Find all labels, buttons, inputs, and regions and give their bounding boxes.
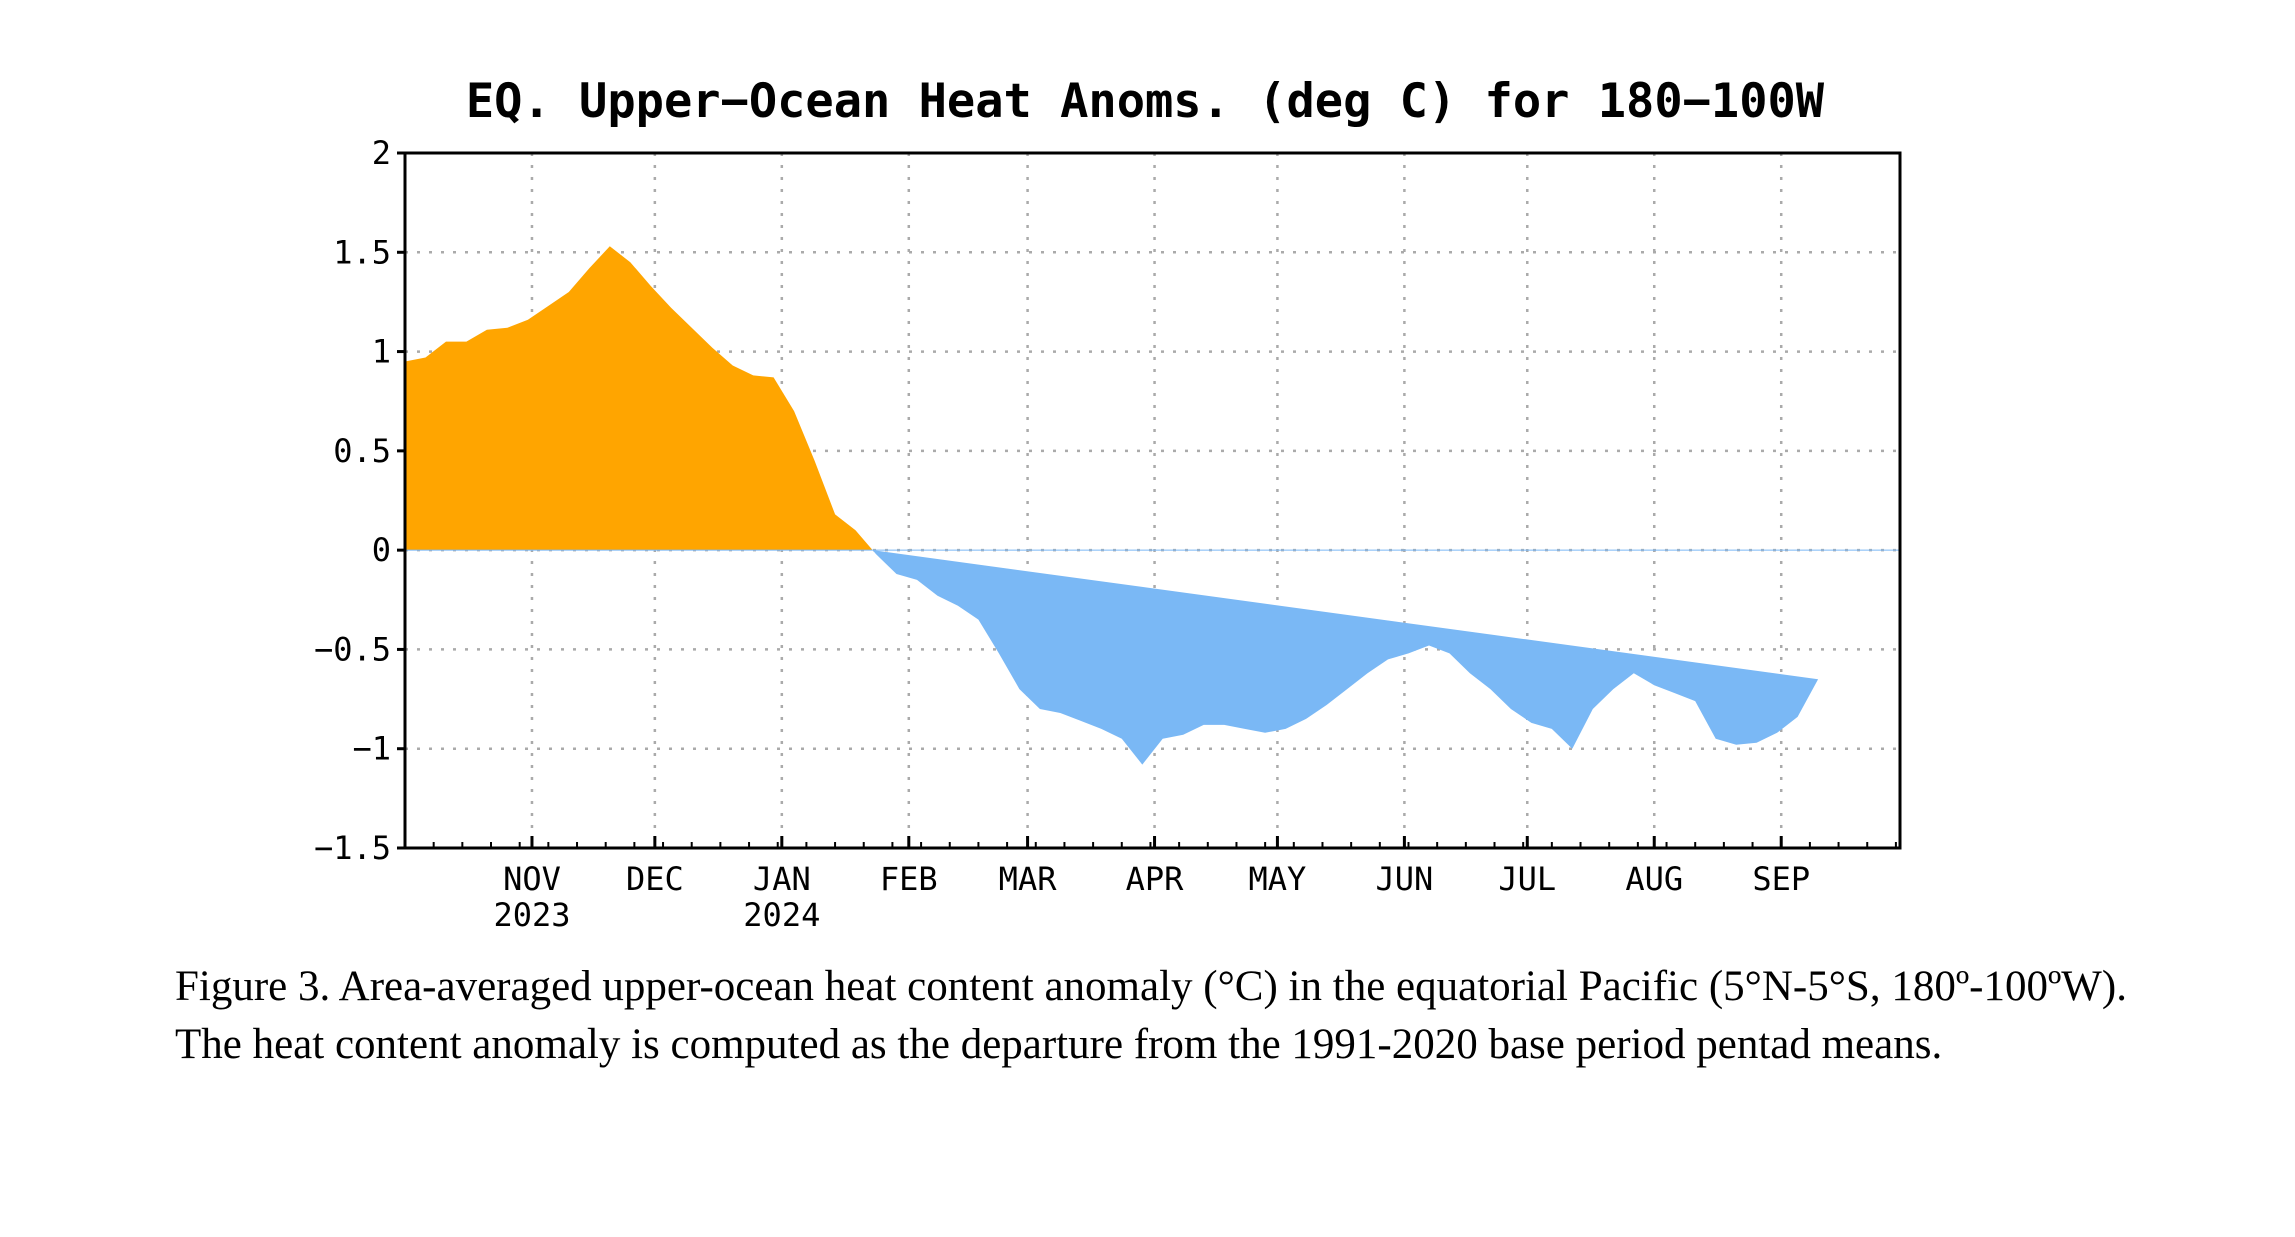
x-tick-label: DEC — [626, 860, 684, 898]
figure-caption: Figure 3. Area-averaged upper-ocean heat… — [175, 963, 2127, 1068]
chart-title: EQ. Upper−Ocean Heat Anoms. (deg C) for … — [466, 74, 1825, 129]
y-tick-label: 1 — [372, 333, 391, 371]
y-tick-label: −1 — [352, 730, 391, 768]
x-tick-label: NOV — [503, 860, 561, 898]
x-tick-label: MAY — [1249, 860, 1307, 898]
y-tick-label: 1.5 — [333, 233, 391, 271]
x-tick-label: JUN — [1375, 860, 1433, 898]
negative-anomaly-area — [872, 550, 1819, 765]
x-tick-label: MAR — [999, 860, 1058, 898]
x-tick-year-label: 2023 — [493, 896, 570, 934]
y-tick-label: −1.5 — [314, 829, 391, 867]
x-tick-label: SEP — [1752, 860, 1810, 898]
x-tick-label: AUG — [1625, 860, 1683, 898]
positive-anomaly-area — [405, 246, 873, 551]
x-tick-label: FEB — [880, 860, 938, 898]
y-tick-label: 2 — [372, 134, 391, 172]
x-tick-label: JUL — [1498, 860, 1556, 898]
x-tick-year-label: 2024 — [743, 896, 820, 934]
plot-frame — [403, 151, 1902, 850]
heat-content-chart: EQ. Upper−Ocean Heat Anoms. (deg C) for … — [314, 74, 1902, 934]
y-tick-label: 0.5 — [333, 432, 391, 470]
y-tick-label: −0.5 — [314, 630, 391, 668]
x-tick-label: JAN — [753, 860, 811, 898]
y-tick-label: 0 — [372, 531, 391, 569]
x-tick-label: APR — [1126, 860, 1185, 898]
